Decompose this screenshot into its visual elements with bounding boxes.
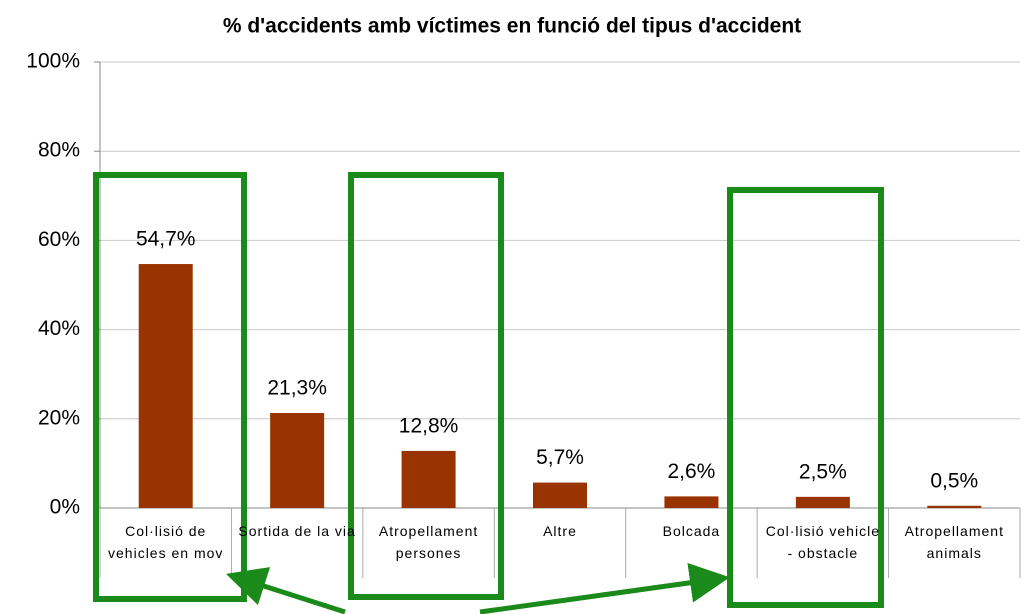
- x-tick-label: Sortida de la via: [238, 523, 356, 539]
- highlight-box: [93, 172, 247, 602]
- annotations: [93, 172, 884, 614]
- bar: [533, 482, 587, 508]
- y-tick-label: 60%: [38, 228, 80, 251]
- bar: [401, 450, 456, 508]
- y-tick-label: 100%: [26, 50, 80, 73]
- chart-title: % d'accidents amb víctimes en funció del…: [223, 15, 801, 38]
- bar: [795, 496, 850, 508]
- highlight-box: [348, 172, 504, 600]
- value-label: 0,5%: [930, 469, 978, 492]
- y-tick-label: 40%: [38, 317, 80, 340]
- bar: [664, 496, 719, 508]
- arrow: [225, 567, 346, 614]
- value-label: 21,3%: [267, 377, 327, 400]
- bar: [927, 505, 982, 508]
- x-tick-label: Atropellament persones: [378, 523, 479, 561]
- value-label: 12,8%: [399, 414, 459, 437]
- value-label: 5,7%: [536, 446, 584, 469]
- y-tick-label: 0%: [50, 496, 80, 519]
- x-tick-label: Col·lisió de vehicles en mov: [108, 523, 224, 561]
- value-label: 2,6%: [667, 460, 715, 483]
- arrow: [479, 562, 730, 614]
- y-tick-label: 20%: [38, 406, 80, 429]
- value-label: 54,7%: [136, 228, 196, 251]
- x-tick-label: Col·lisió vehicle - obstacle: [765, 523, 880, 561]
- highlight-box: [727, 187, 884, 608]
- x-tick-label: Atropellament animals: [904, 523, 1004, 561]
- y-tick-label: 80%: [38, 139, 80, 162]
- x-tick-label: Altre: [543, 523, 577, 539]
- bar: [270, 413, 325, 508]
- value-label: 2,5%: [799, 460, 847, 483]
- bar: [138, 264, 193, 508]
- x-tick-label: Bolcada: [662, 523, 721, 539]
